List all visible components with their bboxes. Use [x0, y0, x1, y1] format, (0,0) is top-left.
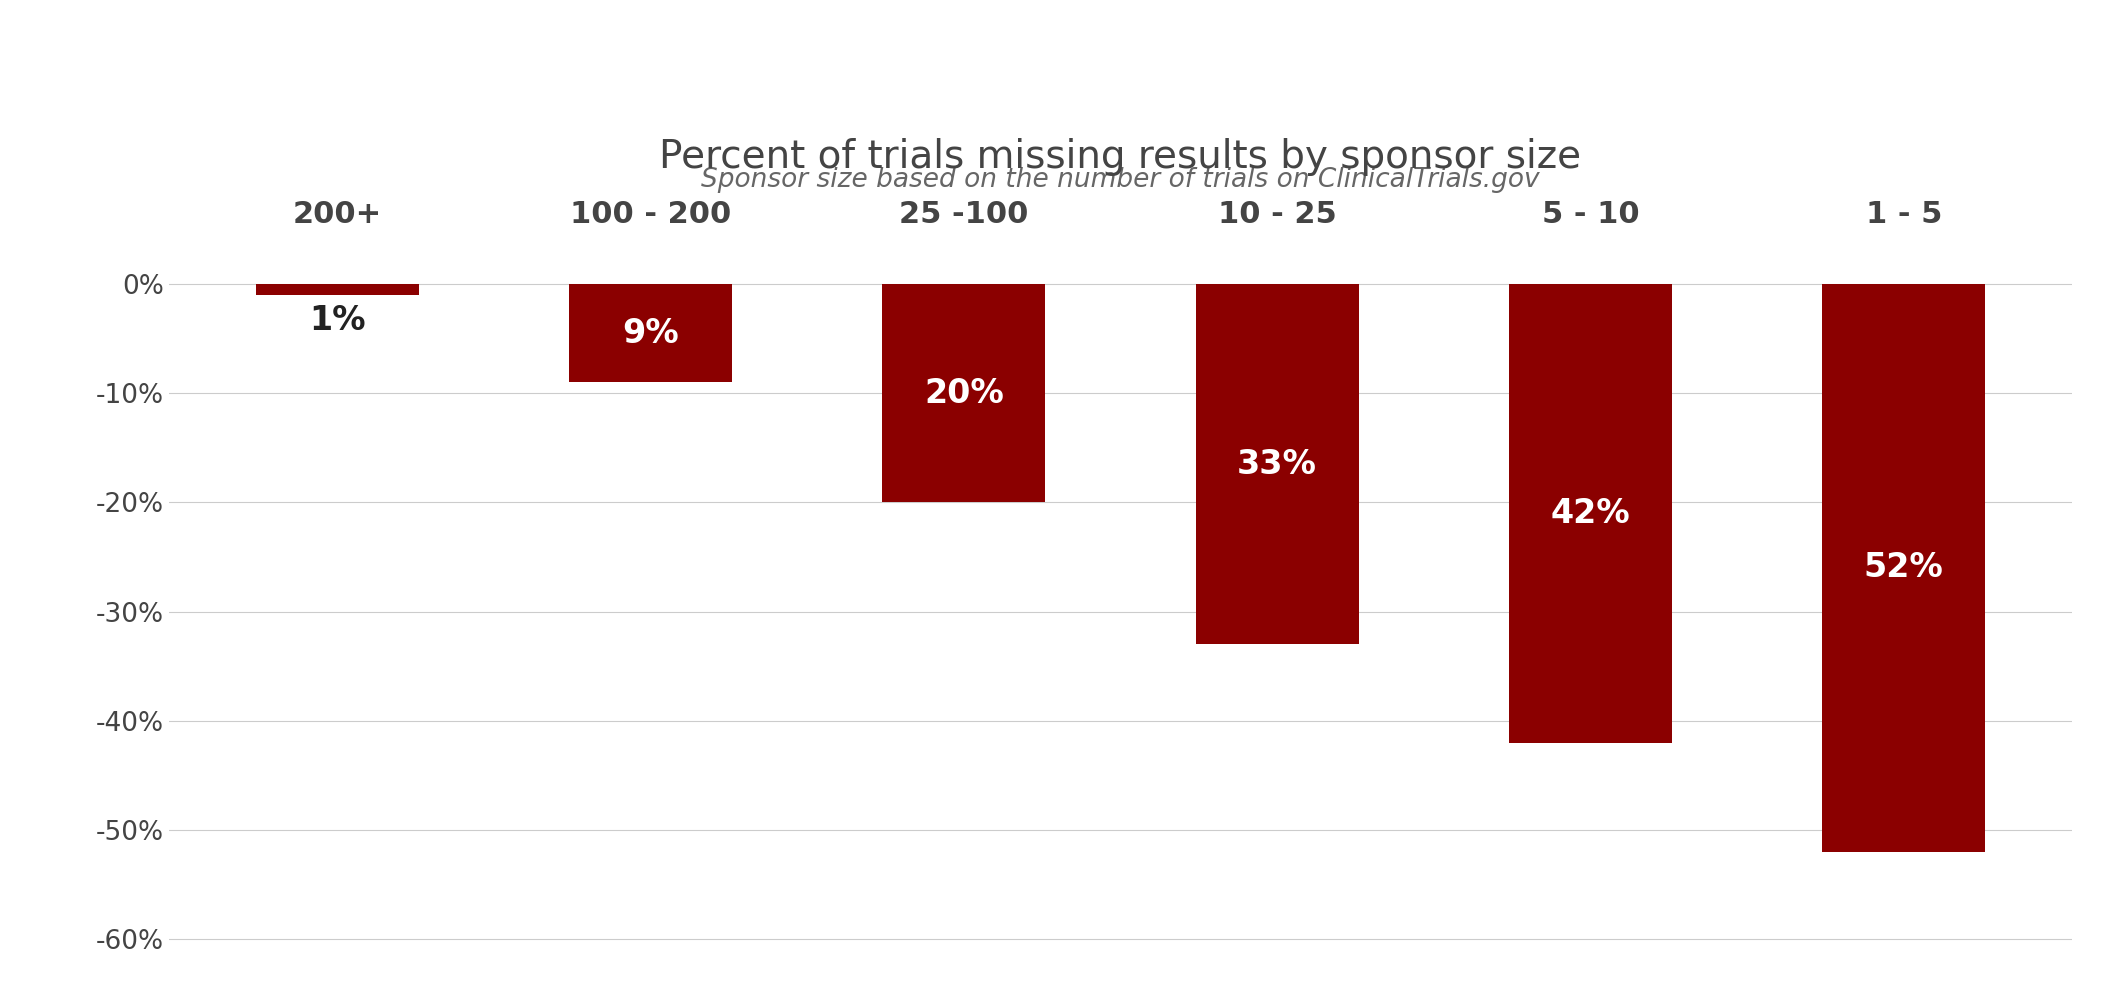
Bar: [1197, 284, 1359, 645]
Text: 33%: 33%: [1237, 447, 1317, 480]
Text: 1%: 1%: [309, 303, 366, 336]
Text: 9%: 9%: [622, 316, 679, 349]
Text: 42%: 42%: [1550, 496, 1630, 530]
Bar: [1822, 284, 1985, 852]
Text: Sponsor size based on the number of trials on ClinicalTrials.gov: Sponsor size based on the number of tria…: [702, 167, 1539, 193]
Bar: [1509, 284, 1672, 743]
Bar: [882, 284, 1044, 503]
Text: 20%: 20%: [924, 376, 1004, 409]
Bar: [569, 284, 731, 382]
Bar: [256, 284, 419, 295]
Title: Percent of trials missing results by sponsor size: Percent of trials missing results by spo…: [660, 138, 1581, 176]
Text: 52%: 52%: [1865, 552, 1943, 585]
